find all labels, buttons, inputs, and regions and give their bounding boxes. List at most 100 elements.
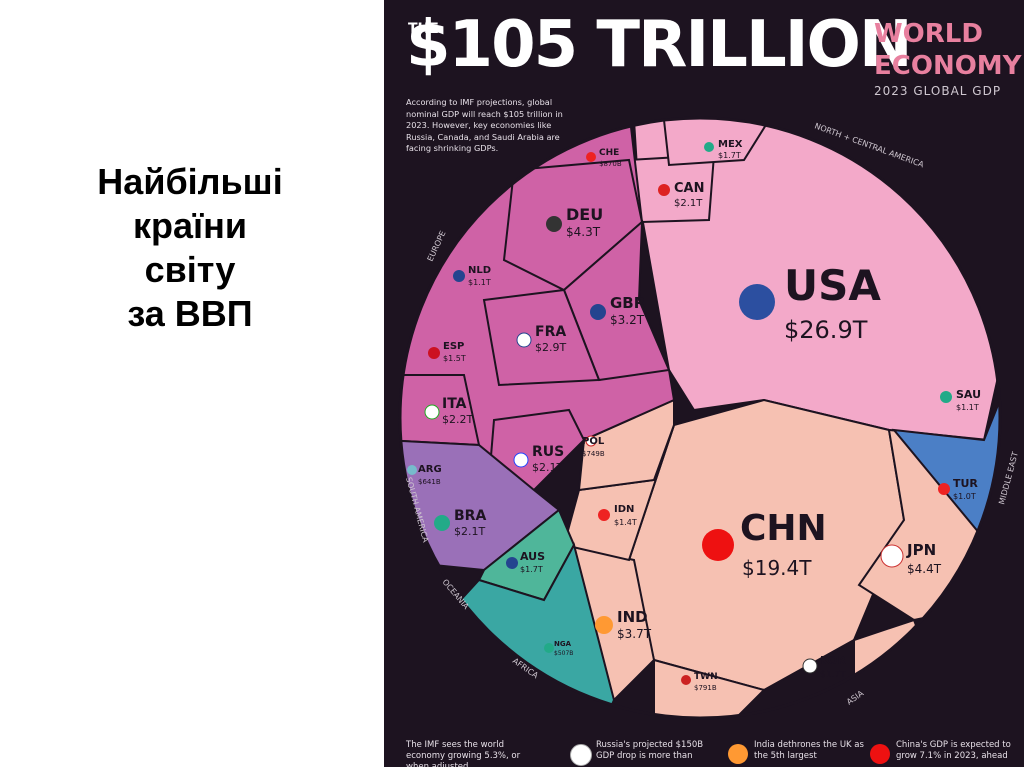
slide-title-line: світу [144,249,236,290]
flag-icon-esp [428,347,440,359]
headline-world: WORLD [874,19,983,49]
country-code-bra: BRA [454,508,486,524]
country-value-fra: $2.9T [535,341,566,354]
headline-subtitle: 2023 GLOBAL GDP [874,84,1002,98]
country-code-usa: USA [784,261,881,310]
flag-icon-usa [739,284,775,320]
footer-note-1: The IMF sees the world economy growing 5… [406,740,521,767]
flag-icon-kor [802,658,818,674]
flag-icon-rus [513,452,529,468]
country-code-kor: KOR [820,654,846,667]
country-value-rus: $2.1T [532,461,563,474]
infographic-panel: THE $105 TRILLION WORLD ECONOMY 2023 GLO… [384,0,1024,767]
country-code-twn: TWN [694,672,718,682]
country-code-aus: AUS [520,550,545,563]
footer-note-4: China's GDP is expected to grow 7.1% in … [896,740,1011,761]
country-code-jpn: JPN [906,541,936,559]
flag-icon-chn [702,529,734,561]
flag-icon-sau [940,391,952,403]
flag-icon-fra [516,332,532,348]
country-value-nga: $507B [554,650,573,657]
footer-note-2: Russia's projected $150B GDP drop is mor… [596,740,704,761]
intro-text: According to IMF projections, global nom… [406,97,563,153]
cell-kor [853,618,946,718]
headline-economy: ECONOMY [874,51,1022,81]
country-code-sau: SAU [956,388,981,401]
country-code-ita: ITA [442,396,467,412]
country-code-arg: ARG [418,464,442,475]
voronoi-chart: NORTH + CENTRAL AMERICA ASIA EUROPE MIDD… [398,116,1020,720]
country-code-gbr: GBR [610,294,646,312]
country-value-usa: $26.9T [784,316,868,344]
china-flag-icon [870,744,890,764]
slide-title-line: за ВВП [127,293,253,334]
flag-icon-can [658,184,670,196]
country-code-rus: RUS [532,444,564,460]
flag-icon-idn [598,509,610,521]
country-code-esp: ESP [443,341,464,352]
flag-icon-nga [544,643,554,653]
flag-icon-aus [506,557,518,569]
flag-icon-gbr [590,304,606,320]
country-code-can: CAN [674,181,704,196]
country-value-ind: $3.7T [617,627,652,641]
country-code-nga: NGA [554,640,572,648]
india-flag-icon [728,744,748,764]
country-code-mex: MEX [718,139,743,150]
country-value-deu: $4.3T [566,225,601,239]
country-value-bra: $2.1T [454,525,485,538]
slide-title-line: Найбільші [97,161,283,202]
region-label-middle-east: MIDDLE EAST [997,451,1020,506]
country-value-pol: $749B [582,450,605,458]
flag-icon-nld [453,270,465,282]
flag-icon-ita [424,404,440,420]
flag-icon-deu [546,216,562,232]
flag-icon-mex [704,142,714,152]
country-value-kor: $1.7T [820,670,846,680]
flag-icon-ind [595,616,613,634]
country-code-tur: TUR [953,477,978,490]
flag-icon-arg [407,465,417,475]
slide-title: Найбільші країни світу за ВВП [40,160,340,336]
country-value-tur: $1.0T [953,492,976,501]
slide-title-line: країни [132,205,248,246]
flag-icon-pol [585,435,597,447]
country-value-arg: $641B [418,478,441,486]
chart-outline [398,116,1002,720]
country-labels: USA $26.9T CAN $2.1T MEX $1.7T CHN $19.4… [407,139,981,692]
country-value-sau: $1.1T [956,403,979,412]
country-value-chn: $19.4T [742,556,812,580]
russia-flag-icon [570,744,592,766]
country-code-ind: IND [617,608,648,626]
country-value-can: $2.1T [674,198,703,209]
headline: $105 TRILLION [406,8,912,82]
country-code-pol: POL [582,436,605,447]
country-value-ita: $2.2T [442,413,473,426]
country-value-idn: $1.4T [614,518,637,527]
country-value-mex: $1.7T [718,151,741,160]
country-code-che: CHE [599,148,619,158]
flag-icon-tur [938,483,950,495]
cell-twn [653,658,766,718]
country-value-nld: $1.1T [468,278,491,287]
country-code-fra: FRA [535,324,566,340]
region-label-asia: ASIA [845,688,866,706]
country-code-chn: CHN [740,508,827,549]
country-value-twn: $791B [694,684,717,692]
cell-fra [482,288,601,387]
country-value-esp: $1.5T [443,354,466,363]
country-value-jpn: $4.4T [907,562,942,576]
flag-icon-bra [434,515,450,531]
country-code-nld: NLD [468,265,491,276]
flag-icon-che [586,152,596,162]
country-value-aus: $1.7T [520,565,543,574]
cell-mex [662,118,776,167]
country-code-deu: DEU [566,205,603,224]
flag-icon-jpn [880,544,904,568]
headline-prefix: THE [408,21,439,37]
country-value-gbr: $3.2T [610,313,645,327]
country-value-che: $870B [599,160,622,168]
country-code-idn: IDN [614,504,634,515]
region-cells [400,118,1000,718]
region-label-europe: EUROPE [426,229,448,262]
